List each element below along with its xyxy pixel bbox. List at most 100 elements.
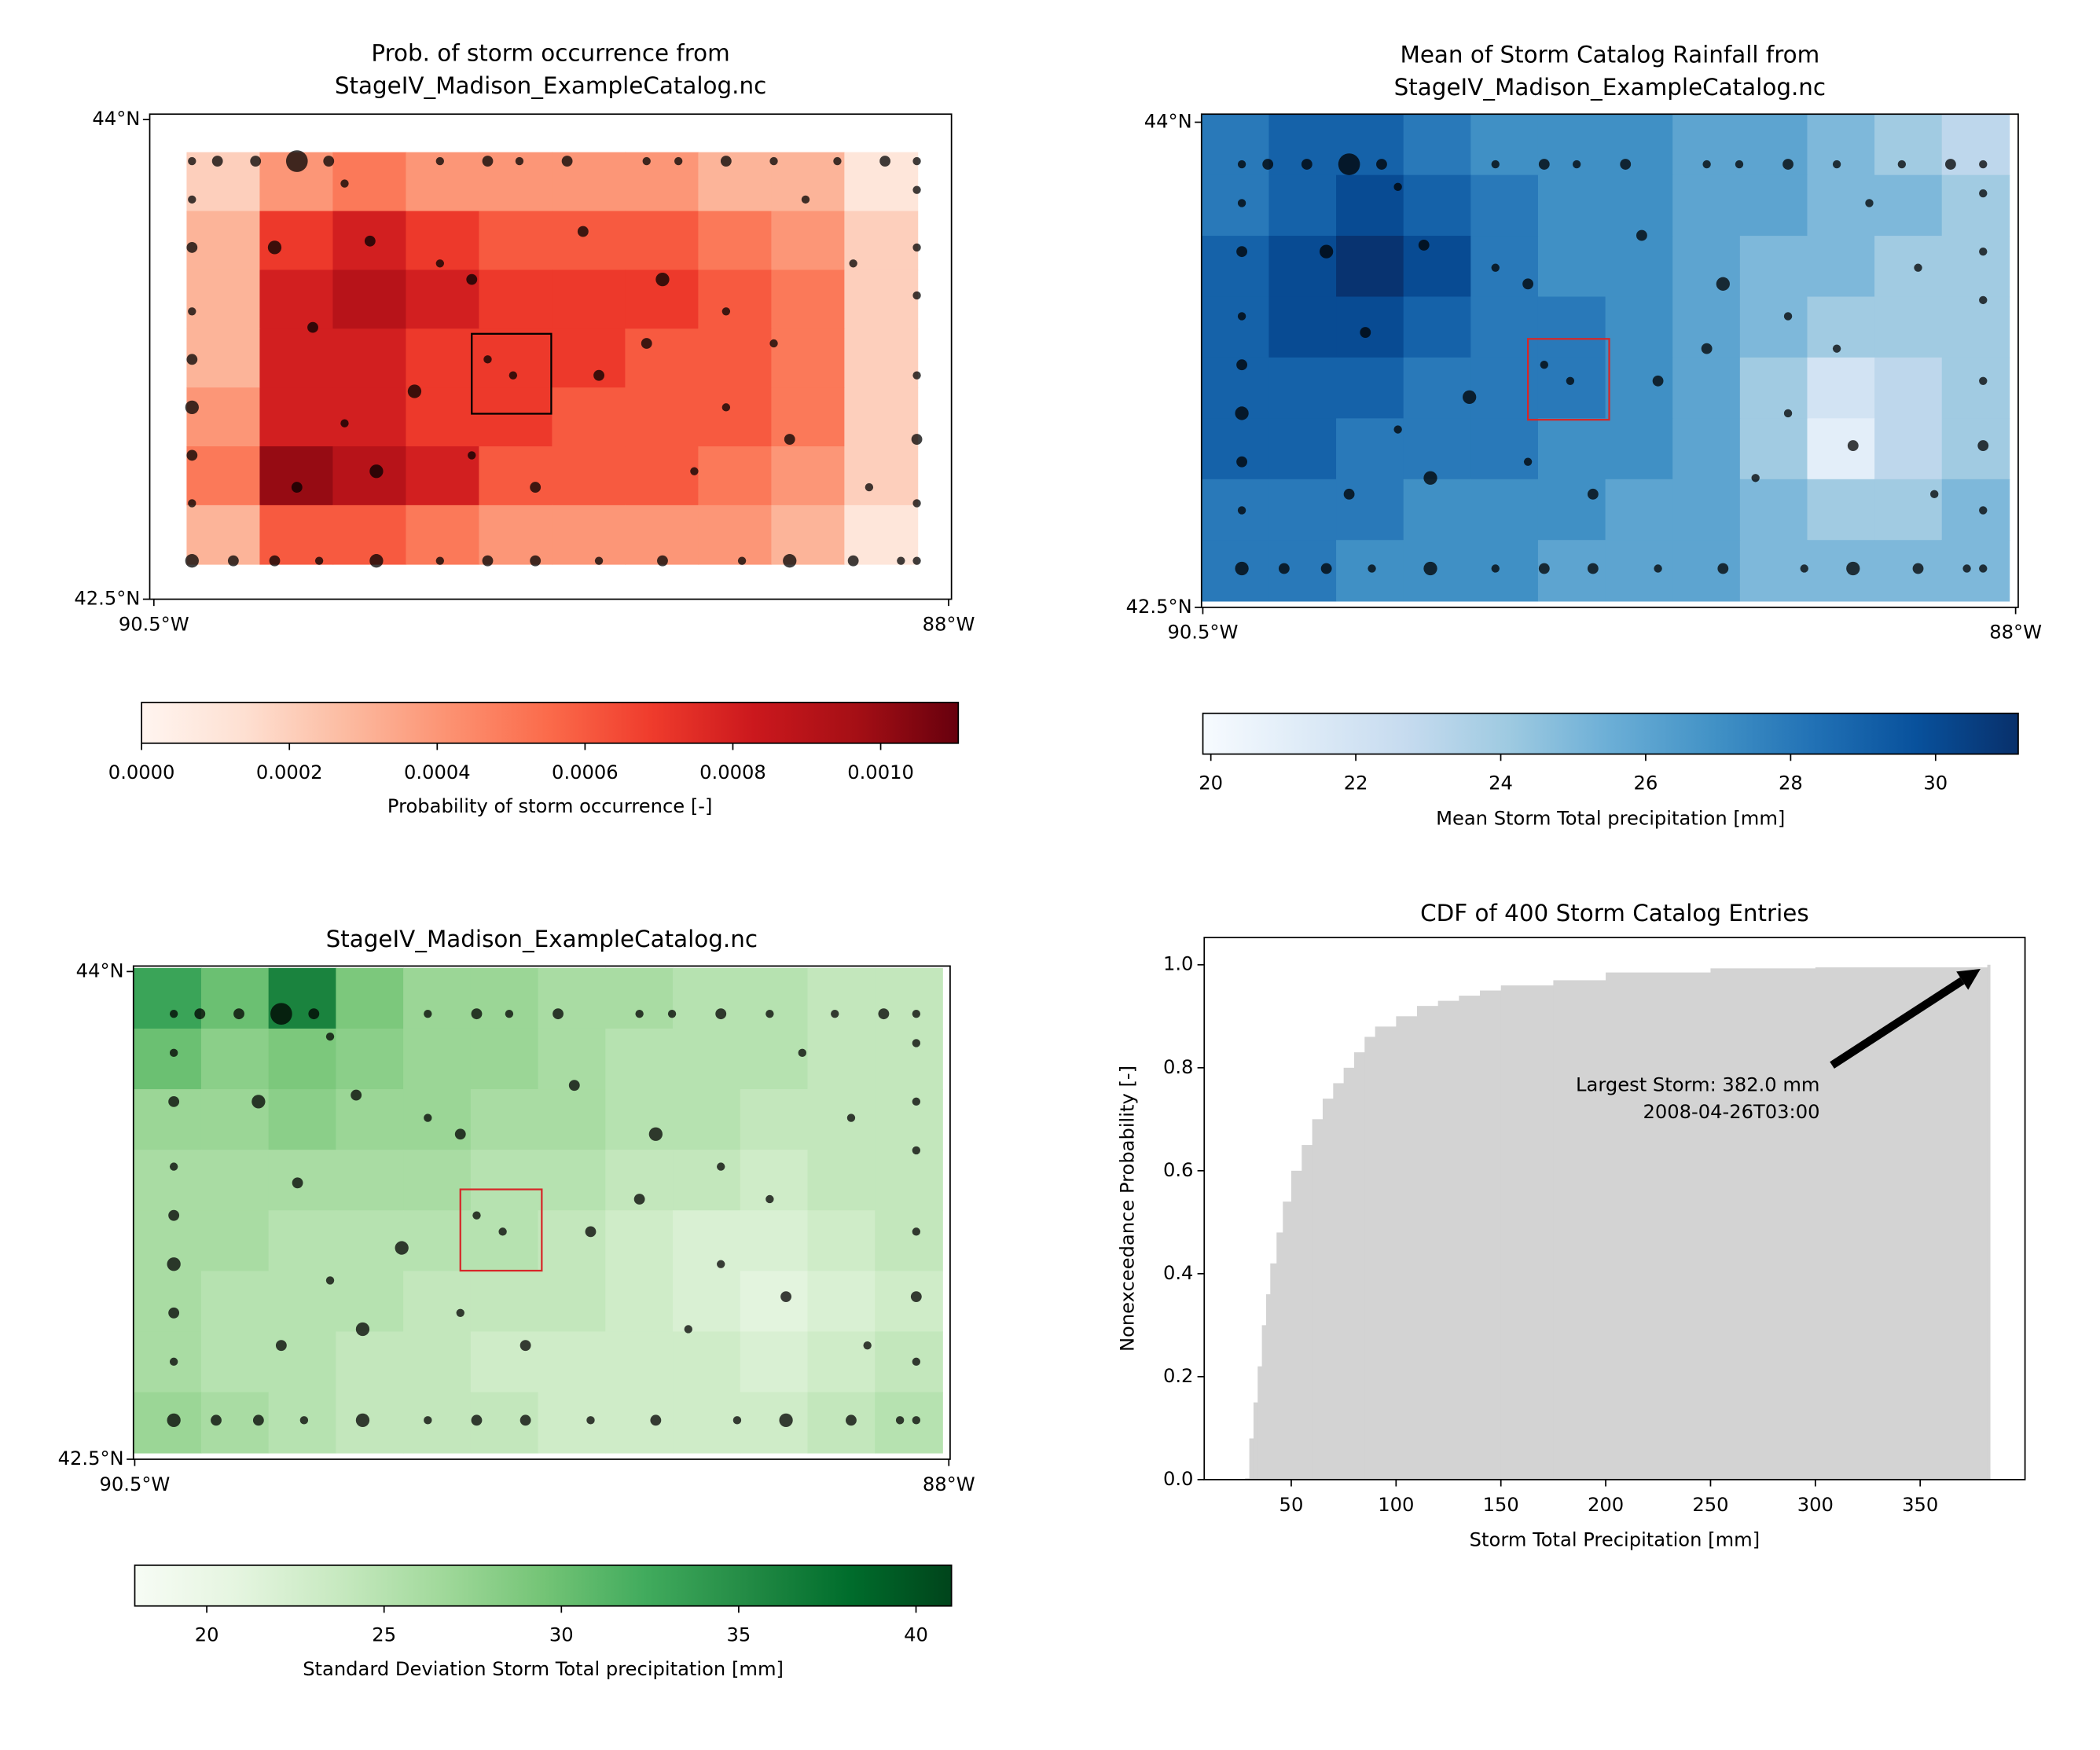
storm-point bbox=[185, 554, 199, 568]
heat-cell bbox=[875, 1271, 943, 1333]
heat-cell bbox=[200, 967, 270, 1029]
storm-point bbox=[1236, 246, 1247, 258]
storm-point bbox=[519, 1340, 531, 1352]
y-tick-label: 44°N bbox=[1144, 111, 1192, 133]
colorbar-tick-label: 28 bbox=[1779, 772, 1803, 794]
heat-cell bbox=[406, 446, 480, 506]
colorbar-label: Standard Deviation Storm Total precipita… bbox=[303, 1658, 784, 1680]
heat-cell bbox=[470, 1089, 539, 1151]
heat-cell bbox=[807, 1210, 876, 1272]
heat-cell bbox=[1605, 296, 1674, 358]
storm-point bbox=[912, 156, 921, 166]
heat-cell bbox=[844, 504, 919, 565]
storm-point bbox=[911, 434, 923, 445]
storm-point bbox=[1832, 160, 1841, 169]
colorbar-tick-label: 30 bbox=[549, 1624, 574, 1646]
axes-frame bbox=[149, 113, 953, 600]
storm-point bbox=[1278, 563, 1290, 574]
heat-cell bbox=[552, 328, 626, 389]
storm-point bbox=[168, 1095, 180, 1107]
heat-cell bbox=[673, 1089, 741, 1151]
heat-cell bbox=[268, 1150, 337, 1212]
storm-point bbox=[168, 1209, 180, 1221]
storm-point bbox=[530, 482, 542, 493]
heat-cell bbox=[186, 152, 261, 212]
storm-point bbox=[270, 1003, 292, 1025]
storm-point bbox=[912, 1416, 921, 1425]
storm-point bbox=[912, 1097, 921, 1106]
storm-point bbox=[424, 1416, 432, 1425]
storm-point bbox=[364, 235, 376, 247]
cdf-step bbox=[1480, 990, 1502, 1480]
heat-cell bbox=[673, 1210, 741, 1272]
heat-cell bbox=[552, 211, 626, 271]
heat-cell bbox=[807, 1331, 876, 1393]
storm-point bbox=[863, 1341, 872, 1350]
heat-cell bbox=[807, 1271, 876, 1333]
storm-point bbox=[424, 1009, 432, 1018]
heat-cell bbox=[332, 387, 407, 447]
heat-cell bbox=[698, 387, 773, 447]
storm-point bbox=[519, 1414, 531, 1426]
storm-point bbox=[252, 1414, 264, 1426]
storm-point bbox=[641, 338, 652, 349]
heat-cell bbox=[740, 1028, 809, 1090]
heat-cell bbox=[605, 1089, 674, 1151]
heat-cell bbox=[1807, 357, 1875, 420]
x-tick-label: 90.5°W bbox=[99, 1473, 170, 1495]
heat-cell bbox=[1201, 357, 1270, 420]
storm-point bbox=[340, 419, 349, 427]
x-tick-label: 250 bbox=[1692, 1494, 1728, 1516]
cdf-step bbox=[1553, 980, 1606, 1480]
heat-cell bbox=[406, 387, 480, 447]
heat-cell bbox=[875, 1150, 943, 1212]
colorbar-tick-label: 0.0006 bbox=[552, 761, 619, 783]
colorbar-tick-label: 40 bbox=[904, 1624, 928, 1646]
cdf-step bbox=[1459, 996, 1481, 1480]
heat-cell bbox=[406, 328, 480, 389]
heat-cell bbox=[1739, 479, 1808, 541]
cdf-step bbox=[1500, 985, 1554, 1480]
storm-point bbox=[1418, 240, 1430, 251]
heat-cell bbox=[1201, 114, 1270, 176]
storm-point bbox=[642, 156, 651, 166]
storm-point bbox=[169, 1357, 178, 1367]
storm-point bbox=[188, 307, 196, 316]
heat-cell bbox=[625, 211, 699, 271]
heat-cell bbox=[259, 387, 334, 447]
heat-cell bbox=[1807, 114, 1875, 176]
cdf-step bbox=[1437, 1000, 1459, 1480]
heat-cell bbox=[875, 1028, 943, 1090]
heat-cell bbox=[1739, 418, 1808, 480]
heat-cell bbox=[605, 1392, 674, 1454]
storm-point bbox=[732, 1416, 742, 1425]
cdf-step bbox=[1270, 1263, 1277, 1480]
storm-point bbox=[1979, 506, 1988, 515]
heat-cell bbox=[1941, 479, 2010, 541]
colorbar-tick-label: 24 bbox=[1489, 772, 1513, 794]
x-tick-label: 88°W bbox=[923, 1473, 975, 1495]
heat-cell bbox=[1403, 174, 1472, 237]
heat-cell bbox=[403, 967, 472, 1029]
y-tick-label: 0.8 bbox=[1163, 1056, 1193, 1078]
storm-point bbox=[269, 555, 281, 567]
heat-cell bbox=[336, 1210, 404, 1272]
storm-point bbox=[721, 307, 731, 316]
heat-cell bbox=[1268, 296, 1337, 358]
heat-cell bbox=[1268, 479, 1337, 541]
heat-cell bbox=[1874, 479, 1943, 541]
heat-cell bbox=[186, 211, 261, 271]
heat-cell bbox=[1470, 479, 1539, 541]
storm-point bbox=[1423, 471, 1437, 485]
storm-point bbox=[1865, 199, 1874, 207]
storm-point bbox=[635, 1009, 644, 1018]
annotation-text: 2008-04-26T03:00 bbox=[1643, 1101, 1819, 1123]
cdf-step bbox=[1333, 1083, 1345, 1480]
cdf-step bbox=[1606, 972, 1711, 1480]
heat-cell bbox=[186, 504, 261, 565]
heat-cell bbox=[740, 1271, 809, 1333]
heat-cell bbox=[403, 1028, 472, 1090]
storm-point bbox=[186, 242, 198, 253]
heat-cell bbox=[673, 1028, 741, 1090]
storm-point bbox=[720, 156, 732, 167]
